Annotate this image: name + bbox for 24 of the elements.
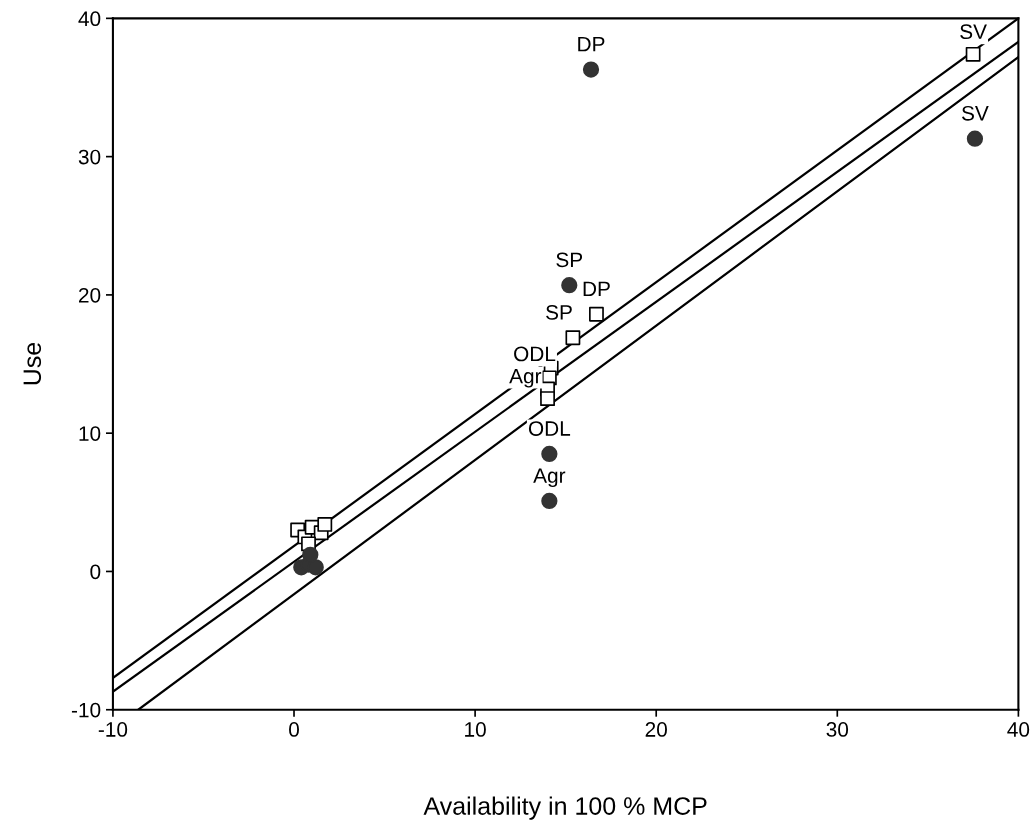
annotation: DP bbox=[583, 281, 610, 297]
x-tick-label: -10 bbox=[98, 722, 128, 737]
y-axis-title: Use bbox=[23, 342, 42, 385]
annotation: DP bbox=[578, 36, 605, 52]
y-tick-label: -10 bbox=[71, 702, 101, 718]
x-tick-label: 40 bbox=[1007, 722, 1030, 737]
y-tick-label: 10 bbox=[79, 426, 101, 441]
annotation: ODL bbox=[528, 421, 571, 436]
y-tick-label: 40 bbox=[78, 11, 101, 27]
x-axis-title: Availability in 100 % MCP bbox=[423, 796, 707, 820]
annotation: SP bbox=[546, 305, 572, 320]
x-tick-label: 20 bbox=[645, 722, 667, 737]
annotation: ODL bbox=[514, 346, 556, 362]
x-tick-label: 30 bbox=[826, 722, 849, 737]
x-tick-label: 0 bbox=[289, 722, 299, 737]
annotation: Agr bbox=[533, 468, 566, 488]
y-tick-label: 30 bbox=[78, 149, 101, 165]
annotation: Agr bbox=[509, 368, 542, 388]
y-tick-label: 20 bbox=[79, 287, 101, 303]
annotation: SV bbox=[960, 24, 987, 40]
annotation: SV bbox=[961, 105, 989, 121]
x-tick-label: 10 bbox=[465, 722, 486, 737]
annotation: SP bbox=[556, 252, 583, 268]
y-tick-label: 0 bbox=[90, 564, 101, 580]
